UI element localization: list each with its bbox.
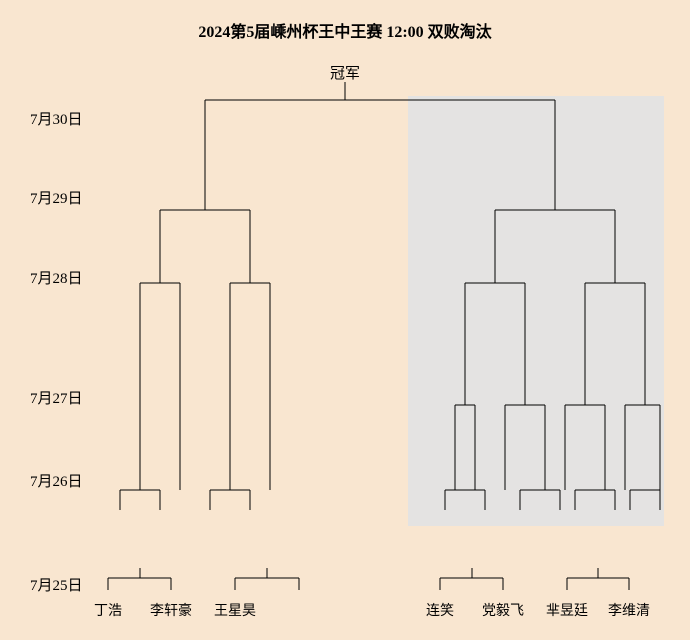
- player-2: 李轩豪: [150, 600, 192, 620]
- player-6: 党毅飞: [482, 600, 524, 620]
- date-round-1: 7月30日: [30, 108, 83, 129]
- date-round-4: 7月27日: [30, 387, 83, 408]
- player-7: 芈昱廷: [546, 600, 588, 620]
- player-3: 王星昊: [214, 600, 256, 620]
- bracket-lines: [0, 0, 690, 640]
- player-5: 连笑: [426, 600, 454, 620]
- player-8: 李维清: [608, 600, 650, 620]
- date-round-2: 7月29日: [30, 187, 83, 208]
- date-round-6: 7月25日: [30, 574, 83, 595]
- date-round-3: 7月28日: [30, 267, 83, 288]
- player-1: 丁浩: [94, 600, 122, 620]
- date-round-5: 7月26日: [30, 470, 83, 491]
